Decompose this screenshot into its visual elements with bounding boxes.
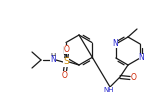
Text: N: N [139, 53, 145, 63]
Text: O: O [64, 44, 70, 53]
Text: O: O [131, 74, 136, 83]
Text: N: N [112, 39, 118, 48]
Text: H: H [51, 53, 56, 59]
Text: NH: NH [104, 87, 114, 92]
Text: O: O [62, 71, 68, 79]
Text: S: S [63, 57, 69, 67]
Text: N: N [50, 56, 56, 64]
